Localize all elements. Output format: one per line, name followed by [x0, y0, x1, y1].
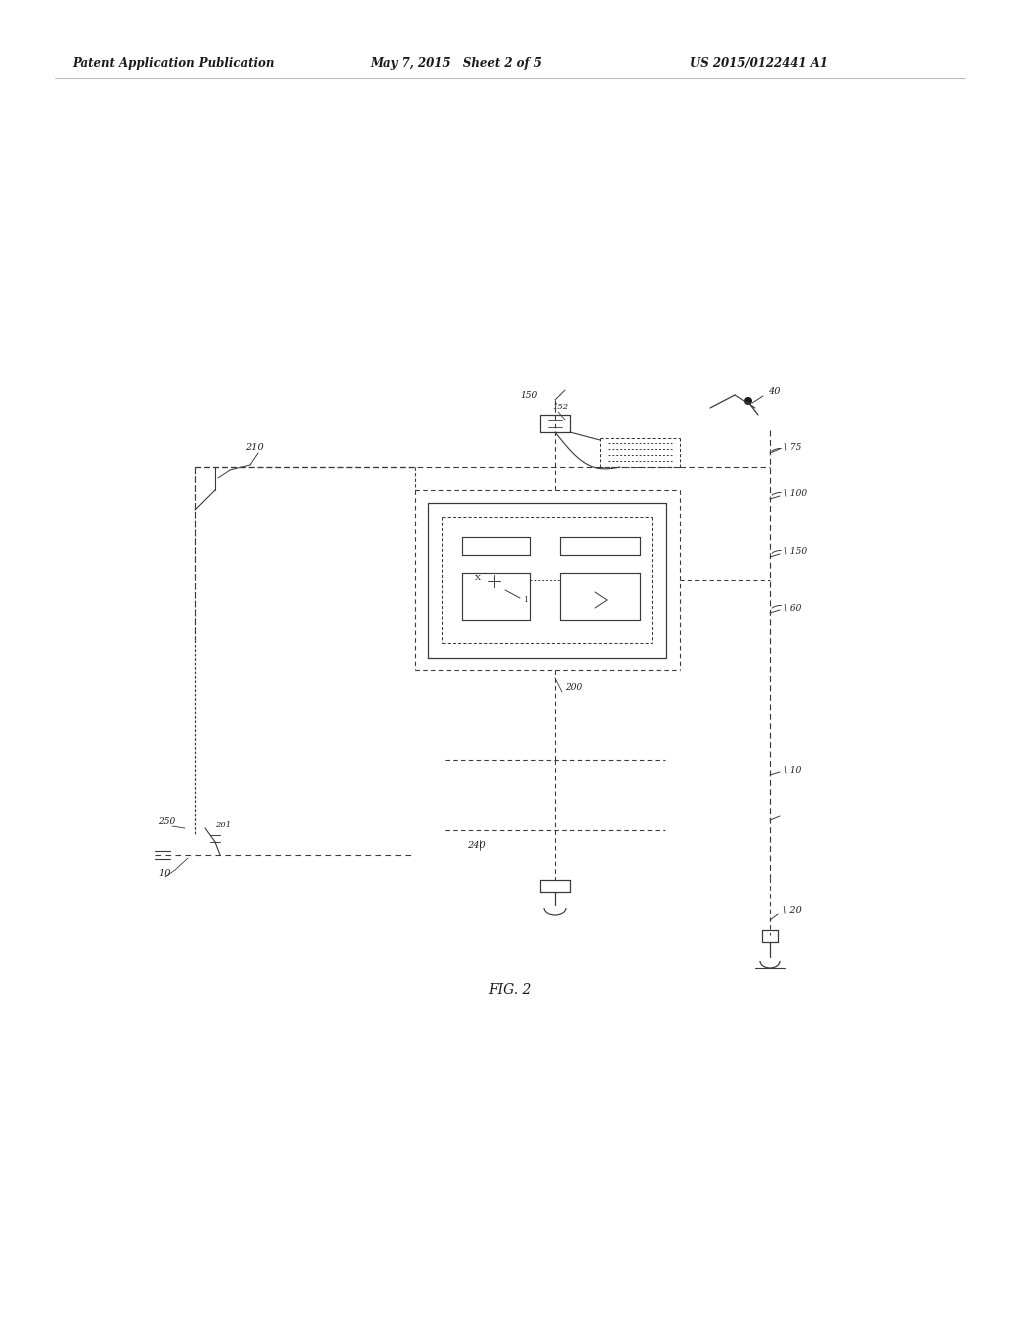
Text: 250: 250 — [158, 817, 175, 826]
Text: 10: 10 — [158, 870, 170, 879]
Text: 200: 200 — [565, 684, 582, 693]
Text: 201: 201 — [215, 821, 231, 829]
Text: Patent Application Publication: Patent Application Publication — [72, 57, 274, 70]
Text: 150: 150 — [520, 392, 537, 400]
Text: 152: 152 — [551, 403, 568, 411]
Circle shape — [743, 397, 751, 405]
Text: X: X — [475, 574, 481, 582]
Text: \ 100: \ 100 — [784, 488, 806, 498]
Text: 210: 210 — [245, 442, 264, 451]
Text: \ 75: \ 75 — [784, 442, 801, 451]
Text: \ 20: \ 20 — [783, 906, 801, 915]
Text: 240: 240 — [467, 841, 485, 850]
Text: 40: 40 — [767, 388, 780, 396]
Text: May 7, 2015   Sheet 2 of 5: May 7, 2015 Sheet 2 of 5 — [370, 57, 541, 70]
Text: US 2015/0122441 A1: US 2015/0122441 A1 — [689, 57, 827, 70]
Text: \ 10: \ 10 — [784, 766, 801, 775]
Text: FIG. 2: FIG. 2 — [488, 983, 531, 997]
Text: l: l — [525, 597, 527, 605]
Text: \ 150: \ 150 — [784, 546, 806, 556]
Text: \ 60: \ 60 — [784, 603, 801, 612]
